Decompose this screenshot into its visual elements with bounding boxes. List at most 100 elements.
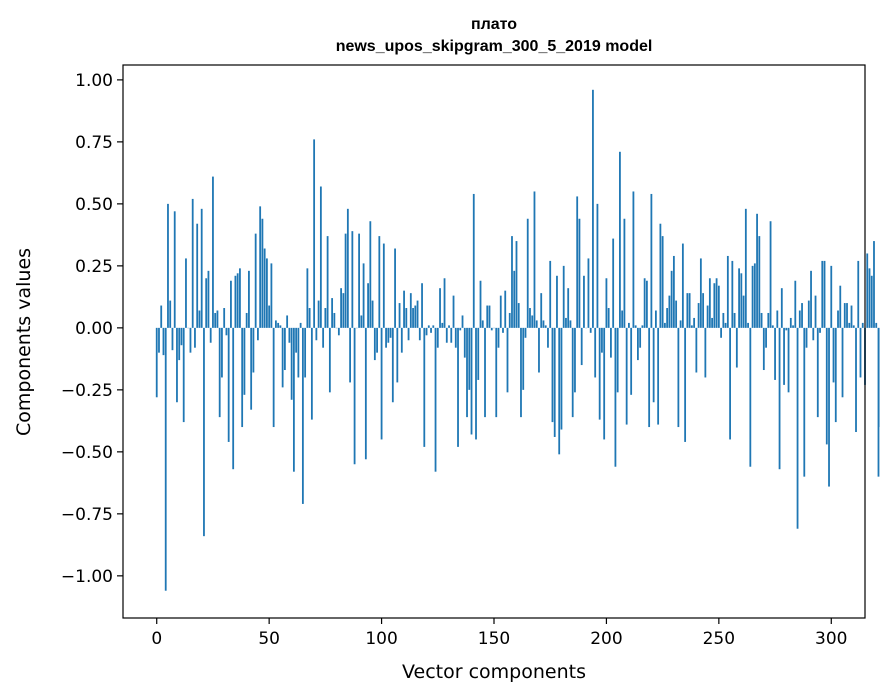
bar-184	[569, 320, 572, 328]
bar-111	[405, 308, 408, 328]
bar-186	[574, 327, 576, 393]
x-axis-label: Vector components	[402, 661, 586, 683]
bar-163	[522, 327, 525, 390]
bar-256	[731, 260, 734, 328]
bar-281	[787, 327, 790, 393]
bar-88	[353, 327, 356, 465]
bar-179	[558, 327, 561, 455]
bar-196	[596, 203, 599, 328]
bar-185	[571, 327, 574, 418]
bar-291	[810, 270, 812, 328]
bar-273	[769, 221, 772, 328]
bar-142	[475, 327, 477, 440]
bar-314	[861, 322, 864, 328]
y-tick-label: 1.00	[75, 71, 113, 91]
bar-277	[778, 327, 781, 470]
bar-112	[407, 327, 410, 341]
bar-13	[185, 258, 187, 328]
bar-239	[693, 317, 696, 328]
bar-137	[463, 327, 466, 358]
bar-54	[277, 322, 280, 328]
bar-282	[789, 317, 792, 328]
bar-45	[257, 327, 259, 341]
bar-136	[461, 315, 464, 328]
bar-288	[803, 327, 806, 477]
bar-292	[812, 327, 815, 341]
bar-255	[729, 327, 731, 440]
bar-286	[798, 310, 801, 328]
bar-301	[832, 327, 835, 383]
bar-155	[504, 290, 507, 328]
bar-321	[877, 327, 880, 477]
bar-175	[549, 260, 552, 328]
bar-170	[538, 327, 540, 373]
bar-215	[639, 327, 642, 348]
bar-201	[607, 308, 610, 328]
bar-224	[659, 223, 662, 328]
bar-188	[578, 218, 581, 328]
bar-303	[837, 310, 839, 328]
bar-76	[326, 236, 329, 328]
bar-275	[774, 327, 776, 380]
bar-96	[371, 300, 374, 328]
bar-71	[315, 327, 318, 341]
y-tick-label: 0.50	[75, 195, 113, 215]
bar-189	[580, 327, 583, 366]
bar-251	[720, 327, 722, 338]
bar-31	[225, 327, 228, 336]
bar-269	[760, 312, 763, 328]
bar-222	[654, 310, 657, 328]
bar-108	[398, 303, 401, 328]
bar-193	[589, 327, 592, 333]
bar-165	[526, 218, 529, 328]
bar-245	[706, 305, 709, 328]
y-tick-label: −1.00	[61, 567, 113, 587]
bar-68	[308, 308, 311, 328]
bar-127	[441, 322, 444, 328]
bar-198	[601, 327, 603, 353]
bar-311	[855, 327, 857, 433]
bar-154	[502, 327, 504, 333]
bar-2	[160, 305, 163, 328]
bar-116	[416, 300, 419, 328]
bar-279	[783, 327, 785, 385]
bar-180	[560, 327, 563, 430]
bar-35	[234, 275, 237, 328]
bar-148	[488, 305, 491, 328]
bar-211	[630, 327, 633, 395]
bar-107	[396, 327, 399, 383]
x-tick-label: 0	[151, 629, 162, 649]
bar-204	[614, 327, 617, 467]
bar-59	[288, 327, 291, 343]
bar-143	[477, 327, 480, 380]
bar-124	[434, 327, 437, 472]
bar-261	[742, 295, 745, 328]
bar-23	[207, 270, 210, 328]
y-tick-label: −0.50	[61, 443, 113, 463]
bar-81	[337, 327, 340, 336]
bar-67	[306, 268, 309, 328]
bar-0	[155, 327, 158, 398]
bar-24	[209, 327, 212, 343]
bar-283	[792, 325, 794, 328]
bar-197	[598, 327, 601, 420]
bar-240	[695, 327, 698, 373]
y-tick-label: 0.25	[75, 257, 113, 277]
bar-65	[301, 327, 304, 504]
bar-97	[373, 327, 376, 361]
bar-16	[191, 198, 194, 328]
bar-69	[310, 327, 313, 420]
bar-6	[169, 300, 172, 328]
x-tick-label: 100	[365, 629, 397, 649]
bar-39	[243, 327, 246, 395]
bar-123	[432, 325, 435, 328]
bar-265	[751, 265, 754, 328]
bar-10	[178, 327, 181, 361]
bar-120	[425, 327, 428, 336]
bar-219	[648, 327, 651, 428]
bar-171	[540, 293, 543, 328]
bar-133	[454, 327, 457, 348]
bar-221	[652, 327, 655, 403]
bar-212	[632, 191, 635, 328]
bar-131	[450, 327, 453, 343]
